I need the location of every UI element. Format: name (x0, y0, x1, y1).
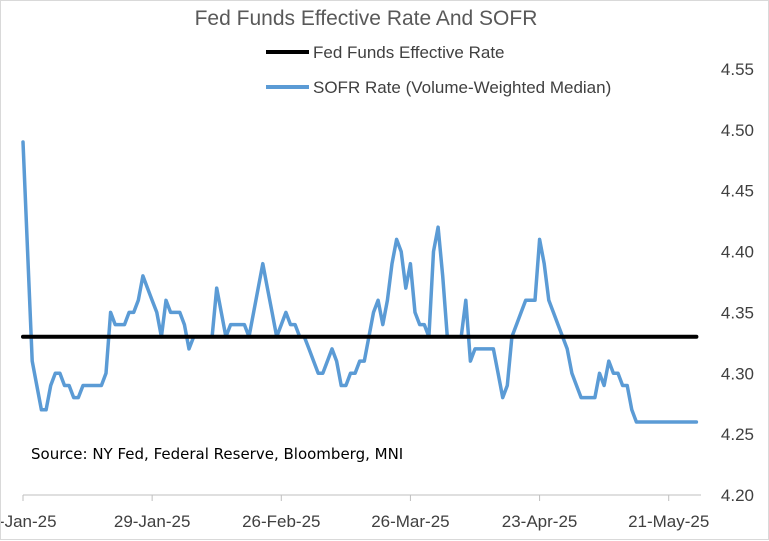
legend-label-sofr: SOFR Rate (Volume-Weighted Median) (313, 78, 611, 97)
x-tick-label: 26-Mar-25 (371, 512, 449, 531)
x-axis: 1-Jan-25 29-Jan-25 26-Feb-25 26-Mar-25 23-Ap… (1, 494, 709, 531)
y-axis-tick-labels: 4.20 4.25 4.30 4.35 4.40 4.45 4.50 4.55 (721, 60, 754, 505)
legend-label-fed-funds: Fed Funds Effective Rate (313, 43, 505, 62)
y-tick-label: 4.25 (721, 425, 754, 444)
y-tick-label: 4.30 (721, 364, 754, 383)
x-tick-label: 1-Jan-25 (1, 512, 57, 531)
x-tick-label: 29-Jan-25 (114, 512, 191, 531)
y-tick-label: 4.35 (721, 303, 754, 322)
series-layer (21, 140, 699, 424)
y-tick-label: 4.20 (721, 486, 754, 505)
x-tick-label: 26-Feb-25 (242, 512, 320, 531)
y-tick-label: 4.55 (721, 60, 754, 79)
source-annotation: Source: NY Fed, Federal Reserve, Bloombe… (31, 445, 403, 463)
sofr-rate-line (21, 140, 699, 424)
y-tick-label: 4.45 (721, 182, 754, 201)
y-tick-label: 4.50 (721, 121, 754, 140)
legend: Fed Funds Effective Rate SOFR Rate (Volu… (266, 43, 611, 97)
x-tick-label: 23-Apr-25 (502, 512, 578, 531)
y-tick-label: 4.40 (721, 243, 754, 262)
chart-title: Fed Funds Effective Rate And SOFR (195, 7, 538, 30)
x-tick-label: 21-May-25 (628, 512, 709, 531)
